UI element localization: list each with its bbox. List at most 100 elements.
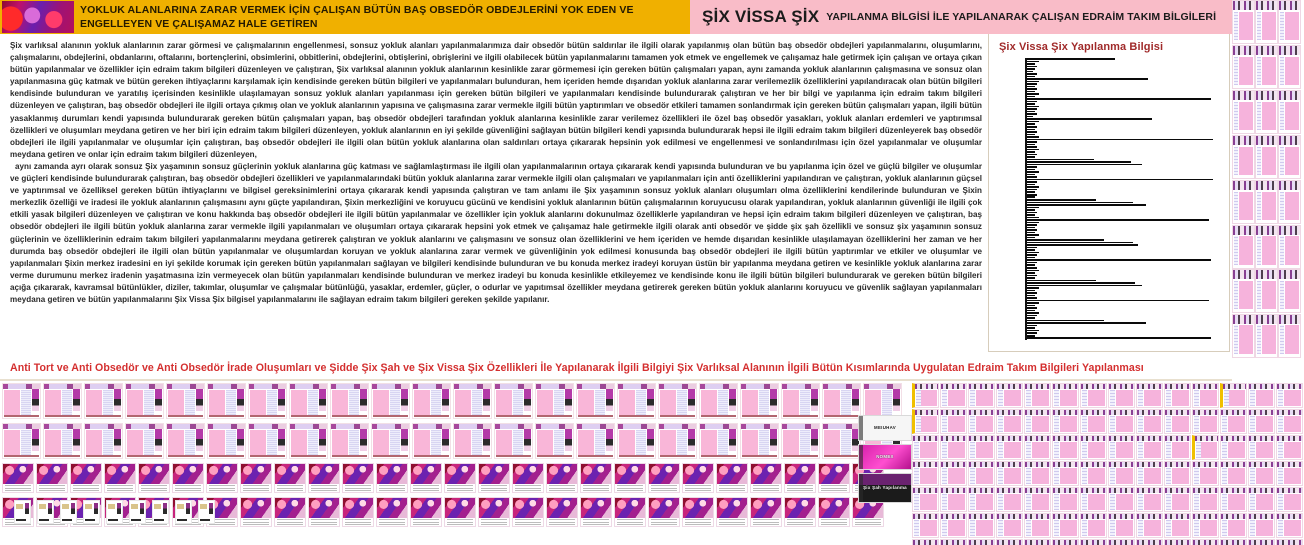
thumbnail-slide[interactable] (453, 423, 492, 459)
thumbnail-small[interactable] (198, 500, 215, 524)
thumbnail-slide[interactable] (248, 383, 287, 419)
thumbnail-document[interactable] (1220, 383, 1247, 408)
thumbnail-document[interactable] (1164, 539, 1191, 545)
thumbnail-poster[interactable] (580, 497, 612, 527)
thumbnail-document[interactable] (1108, 461, 1135, 486)
thumbnail-document[interactable] (1052, 513, 1079, 538)
thumbnail-slide[interactable] (166, 383, 205, 419)
thumbnail-document[interactable] (1255, 313, 1278, 358)
thumbnail-document[interactable] (1136, 409, 1163, 434)
thumbnail-document[interactable] (1164, 383, 1191, 408)
thumbnail-document[interactable] (912, 383, 939, 408)
thumbnail-document[interactable] (1052, 461, 1079, 486)
thumbnail-slide[interactable] (658, 423, 697, 459)
thumbnail-slide[interactable] (494, 383, 533, 419)
thumbnail-document[interactable] (996, 539, 1023, 545)
thumbnail-poster[interactable] (2, 463, 34, 493)
thumbnail-document[interactable] (1024, 513, 1051, 538)
thumbnail-document[interactable] (1232, 90, 1255, 134)
thumbnail-poster[interactable] (648, 463, 680, 493)
thumbnail-slide[interactable] (822, 383, 861, 419)
thumbnail-poster[interactable] (546, 497, 578, 527)
thumbnail-slide[interactable] (2, 423, 41, 459)
thumbnail-poster[interactable] (138, 463, 170, 493)
thumbnail-document[interactable] (1220, 461, 1247, 486)
thumbnail-slide[interactable] (412, 383, 451, 419)
thumbnail-document[interactable] (940, 513, 967, 538)
thumbnail-labelled[interactable]: MEIUHAV (858, 415, 912, 441)
thumbnail-document[interactable] (1278, 313, 1301, 358)
thumbnail-document[interactable] (1136, 435, 1163, 460)
thumbnail-document[interactable] (1136, 487, 1163, 512)
thumbnail-small[interactable] (129, 500, 146, 524)
thumbnail-poster[interactable] (342, 463, 374, 493)
thumbnail-slide[interactable] (125, 423, 164, 459)
thumbnail-document[interactable] (1248, 383, 1275, 408)
thumbnail-document[interactable] (1255, 0, 1278, 44)
thumbnail-slide[interactable] (617, 383, 656, 419)
thumbnail-document[interactable] (912, 487, 939, 512)
thumbnail-poster[interactable] (750, 497, 782, 527)
thumbnail-document[interactable] (940, 383, 967, 408)
thumbnail-document[interactable] (1024, 383, 1051, 408)
thumbnail-document[interactable] (1276, 513, 1303, 538)
thumbnail-small[interactable] (60, 500, 77, 524)
thumbnail-document[interactable] (1052, 435, 1079, 460)
thumbnail-document[interactable] (1220, 409, 1247, 434)
thumbnail-document[interactable] (1255, 135, 1278, 179)
thumbnail-document[interactable] (1248, 461, 1275, 486)
thumbnail-document[interactable] (1278, 0, 1301, 44)
thumbnail-document[interactable] (1108, 435, 1135, 460)
thumbnail-document[interactable] (912, 461, 939, 486)
thumbnail-poster[interactable] (206, 463, 238, 493)
thumbnail-document[interactable] (1248, 513, 1275, 538)
thumbnail-slide[interactable] (781, 423, 820, 459)
bottom-slide-strip-row-2[interactable] (2, 423, 902, 461)
thumbnail-slide[interactable] (289, 423, 328, 459)
thumbnail-slide[interactable] (699, 423, 738, 459)
thumbnail-document[interactable] (1255, 269, 1278, 313)
thumbnail-slide[interactable] (576, 423, 615, 459)
thumbnail-document[interactable] (1136, 383, 1163, 408)
thumbnail-document[interactable] (1232, 224, 1255, 269)
thumbnail-slide[interactable] (412, 423, 451, 459)
thumbnail-poster[interactable] (682, 497, 714, 527)
thumbnail-document[interactable] (1080, 383, 1107, 408)
thumbnail-slide[interactable] (330, 383, 369, 419)
thumbnail-document[interactable] (1164, 487, 1191, 512)
bottom-poster-strip-row-3[interactable] (2, 463, 902, 495)
thumbnail-slide[interactable] (822, 423, 861, 459)
thumbnail-document[interactable] (1164, 435, 1191, 460)
thumbnail-slide[interactable] (494, 423, 533, 459)
thumbnail-slide[interactable] (535, 423, 574, 459)
bottom-small-thumbnail-row[interactable] (14, 500, 215, 528)
thumbnail-poster[interactable] (410, 497, 442, 527)
thumbnail-document[interactable] (1136, 461, 1163, 486)
thumbnail-poster[interactable] (172, 463, 204, 493)
thumbnail-document[interactable] (912, 539, 939, 545)
thumbnail-poster[interactable] (240, 463, 272, 493)
thumbnail-poster[interactable] (716, 463, 748, 493)
thumbnail-slide[interactable] (699, 383, 738, 419)
thumbnail-poster[interactable] (784, 497, 816, 527)
thumbnail-slide[interactable] (658, 383, 697, 419)
thumbnail-slide[interactable] (207, 383, 246, 419)
thumbnail-slide[interactable] (43, 383, 82, 419)
thumbnail-poster[interactable] (376, 497, 408, 527)
thumbnail-document[interactable] (1192, 435, 1219, 460)
thumbnail-document[interactable] (996, 409, 1023, 434)
thumbnail-document[interactable] (968, 513, 995, 538)
thumbnail-document[interactable] (1164, 513, 1191, 538)
thumbnail-document[interactable] (1080, 487, 1107, 512)
thumbnail-document[interactable] (1024, 487, 1051, 512)
thumbnail-document[interactable] (996, 435, 1023, 460)
thumbnail-slide[interactable] (781, 383, 820, 419)
thumbnail-document[interactable] (996, 383, 1023, 408)
thumbnail-document[interactable] (1080, 513, 1107, 538)
thumbnail-labelled[interactable]: Şix Şah Yapılanma (858, 473, 912, 503)
thumbnail-document[interactable] (1192, 461, 1219, 486)
thumbnail-document[interactable] (1192, 383, 1219, 408)
thumbnail-slide[interactable] (863, 383, 902, 419)
thumbnail-poster[interactable] (444, 463, 476, 493)
thumbnail-document[interactable] (940, 435, 967, 460)
